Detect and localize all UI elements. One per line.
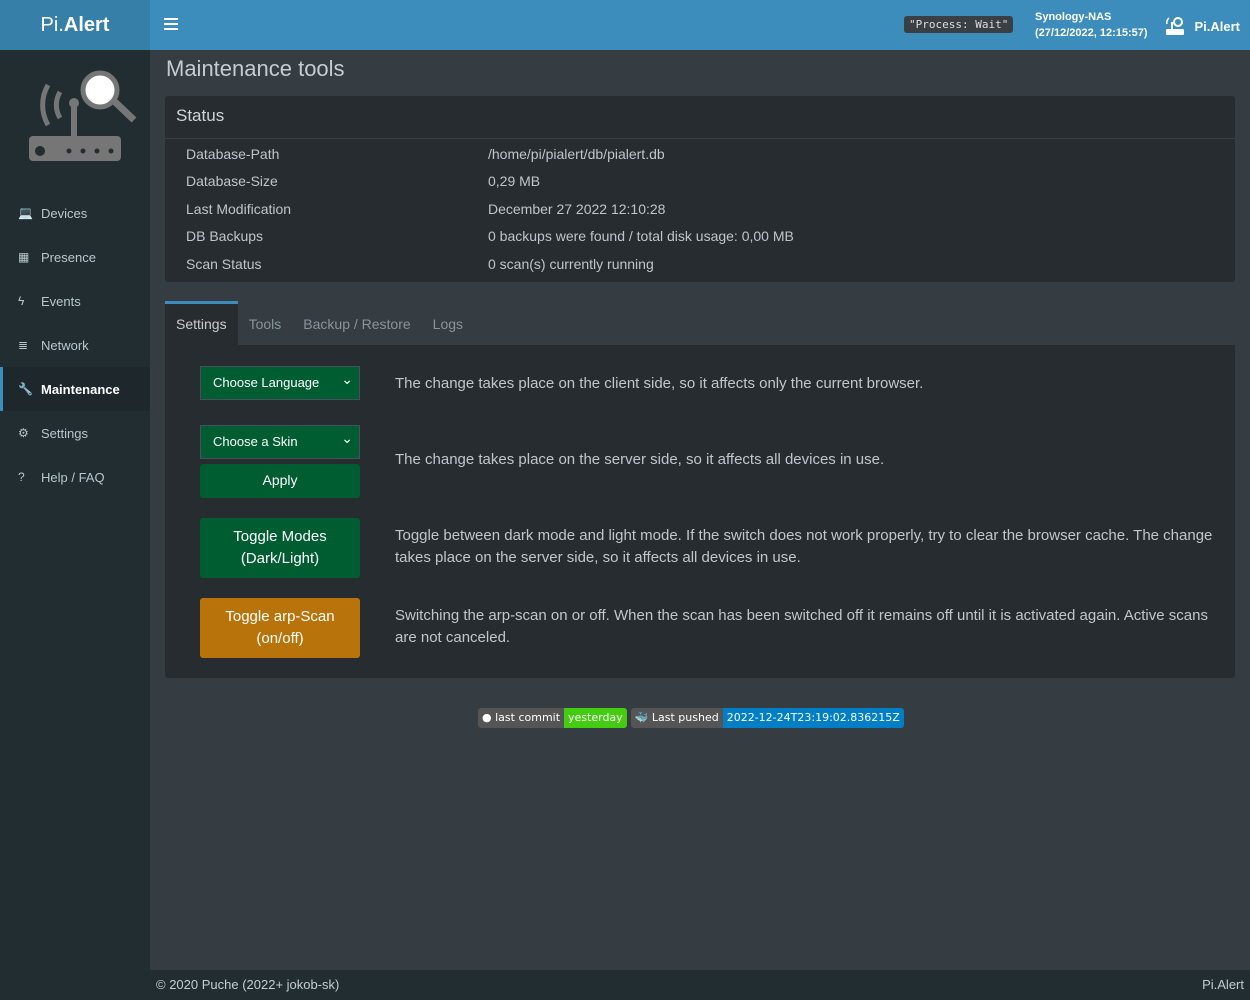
status-label: Last Modification bbox=[186, 200, 292, 217]
user-menu[interactable]: Pi.Alert bbox=[1164, 16, 1240, 36]
sidebar-item-network[interactable]: ≣ Network bbox=[0, 323, 150, 367]
toggle-arp-description: Switching the arp-scan on or off. When t… bbox=[395, 607, 1208, 646]
calendar-icon: ▦ bbox=[18, 250, 30, 264]
status-row: Last Modification December 27 2022 12:10:… bbox=[165, 195, 1235, 223]
status-label: Database-Size bbox=[186, 173, 278, 190]
status-row: DB Backups 0 backups were found / total d… bbox=[165, 223, 1235, 251]
sidebar-item-presence[interactable]: ▦ Presence bbox=[0, 235, 150, 279]
sidebar-item-label: Settings bbox=[41, 425, 88, 441]
tab-bar: Settings Tools Backup / Restore Logs bbox=[165, 301, 1235, 345]
language-description: The change takes place on the client sid… bbox=[395, 375, 924, 392]
sidebar-item-devices[interactable]: 💻 Devices bbox=[0, 191, 150, 235]
status-label: DB Backups bbox=[186, 228, 264, 245]
wrench-icon: 🔧 bbox=[18, 382, 33, 396]
sidebar: 💻 Devices ▦ Presence ϟ Events ≣ Network 🔧 Mainten… bbox=[0, 50, 150, 970]
toggle-arp-scan-button[interactable]: Toggle arp-Scan (on/off) bbox=[200, 598, 360, 658]
sidebar-item-help-faq[interactable]: ? Help / FAQ bbox=[0, 455, 150, 499]
router-icon bbox=[1166, 17, 1185, 35]
bolt-icon: ϟ bbox=[18, 294, 25, 308]
apply-skin-button[interactable]: Apply bbox=[200, 464, 360, 498]
host-info: Synology-NAS (27/12/2022, 12:15:57) bbox=[1035, 11, 1148, 39]
docker-icon: 🐳 bbox=[634, 711, 649, 724]
status-value: /home/pi/pialert/db/pialert.db bbox=[488, 145, 665, 162]
status-row: Database-Size 0,29 MB bbox=[165, 168, 1235, 196]
sidebar-item-maintenance[interactable]: 🔧 Maintenance bbox=[0, 367, 150, 411]
tab-tools[interactable]: Tools bbox=[248, 316, 282, 332]
toggle-modes-button[interactable]: Toggle Modes (Dark/Light) bbox=[200, 518, 360, 578]
status-row: Database-Path/home/pi/pialert/db/pialert… bbox=[165, 140, 1235, 168]
status-value: 0,29 MB bbox=[488, 173, 541, 190]
maintenance-tabs: Settings Tools Backup / Restore Logs Choose… bbox=[165, 301, 1235, 678]
sidebar-item-label: Network bbox=[41, 337, 89, 353]
tab-logs[interactable]: Logs bbox=[432, 316, 464, 332]
docker-pushed-badge[interactable]: 🐳 Last pushed 2022-12-24T23:19:02.836215Z bbox=[630, 708, 904, 728]
status-box: Status Database-Path/home/pi/pialert/db/… bbox=[165, 96, 1235, 282]
status-value: 0 scan(s) currently running bbox=[488, 255, 654, 272]
status-title: Status bbox=[165, 96, 1235, 139]
footer: © 2020 Puche (2022+ jokob-sk) Pi.Alert bbox=[150, 970, 1250, 1000]
sidebar-toggle-menu-icon[interactable] bbox=[164, 15, 178, 35]
sidebar-nav: 💻 Devices ▦ Presence ϟ Events ≣ Network 🔧 Mainten… bbox=[0, 191, 150, 499]
sidebar-item-label: Devices bbox=[41, 205, 88, 221]
github-icon: ● bbox=[482, 711, 492, 724]
process-status: "Process: Wait" bbox=[904, 16, 1014, 33]
status-value: December 27 2022 12:10:28 bbox=[488, 200, 666, 217]
page-title: Maintenance tools bbox=[166, 56, 345, 81]
tab-backup-restore[interactable]: Backup / Restore bbox=[303, 316, 411, 332]
sidebar-item-label: Maintenance bbox=[41, 381, 120, 397]
badges: ● last commit yesterday 🐳 Last pushed 2022… bbox=[478, 708, 904, 728]
language-select[interactable]: Choose Language bbox=[200, 363, 360, 400]
toggle-modes-description: Toggle between dark mode and light mode.… bbox=[395, 527, 1213, 566]
status-label: Scan Status bbox=[186, 255, 262, 272]
pialert-logo-icon bbox=[29, 70, 137, 161]
sidebar-item-events[interactable]: ϟ Events bbox=[0, 279, 150, 323]
top-navbar: "Process: Wait" Synology-NAS (27/12/2022,… bbox=[150, 0, 1250, 50]
skin-description: The change takes place on the server sid… bbox=[395, 451, 885, 468]
last-commit-badge[interactable]: ● last commit yesterday bbox=[478, 708, 627, 728]
skin-select[interactable]: Choose a Skin bbox=[200, 422, 360, 459]
status-label: Database-Path bbox=[186, 145, 280, 162]
sidebar-item-label: Presence bbox=[41, 249, 96, 265]
server-icon: ≣ bbox=[18, 338, 29, 352]
laptop-icon: 💻 bbox=[18, 206, 33, 220]
gear-icon: ⚙ bbox=[18, 426, 29, 440]
tab-settings[interactable]: Settings bbox=[165, 301, 238, 345]
sidebar-item-label: Events bbox=[41, 293, 81, 309]
app-logo[interactable]: Pi.Alert bbox=[0, 0, 150, 50]
status-row: Scan Status 0 scan(s) currently running bbox=[165, 250, 1235, 278]
sidebar-item-settings[interactable]: ⚙ Settings bbox=[0, 411, 150, 455]
question-icon: ? bbox=[18, 470, 25, 484]
status-value: 0 backups were found / total disk usage:… bbox=[488, 228, 794, 245]
sidebar-item-label: Help / FAQ bbox=[41, 469, 105, 485]
